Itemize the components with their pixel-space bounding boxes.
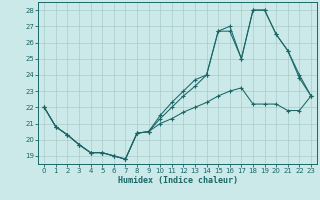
X-axis label: Humidex (Indice chaleur): Humidex (Indice chaleur): [118, 176, 238, 185]
